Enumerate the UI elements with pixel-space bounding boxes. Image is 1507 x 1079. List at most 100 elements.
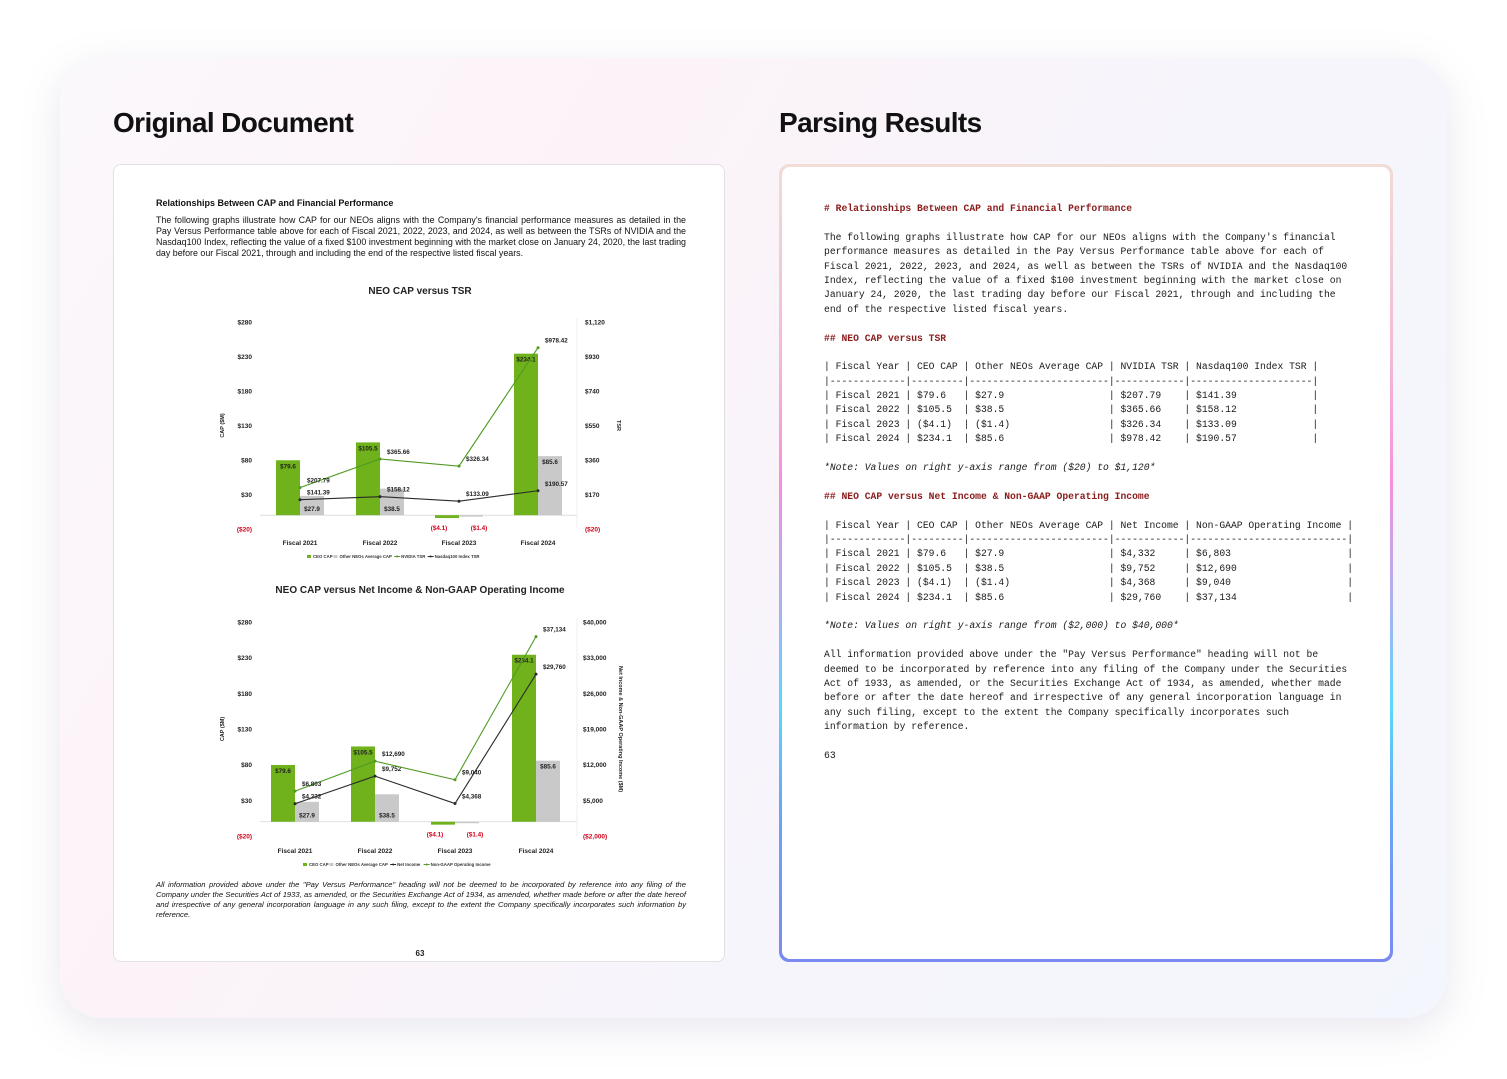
line-point (534, 672, 538, 676)
line-data-label: $12,690 (382, 751, 405, 758)
markdown-line (824, 447, 1353, 461)
line-data-label: $6,803 (302, 781, 322, 788)
bar-other-neos-average-cap (300, 495, 324, 516)
bar-data-label: $105.5 (358, 445, 378, 452)
right-axis-tick-label: $740 (585, 389, 600, 396)
right-axis-tick-label: $33,000 (583, 655, 607, 662)
markdown-heading: # Relationships Between CAP and Financia… (824, 203, 1133, 214)
line-data-label: $190.57 (545, 481, 568, 488)
chart-2-title: NEO CAP versus Net Income & Non-GAAP Ope… (275, 585, 565, 596)
bar-ceo-cap (431, 821, 455, 825)
left-axis-tick-label: $180 (238, 691, 253, 698)
legend-marker (396, 555, 399, 558)
chart-1-title: NEO CAP versus TSR (368, 286, 472, 297)
markdown-line: | Fiscal 2023 | ($4.1) | ($1.4) | $4,368… (824, 577, 1354, 589)
bar-ceo-cap (512, 654, 536, 822)
line-nasdaq100-index-tsr (299, 490, 539, 502)
markdown-line: end of the respective listed fiscal year… (824, 303, 1069, 315)
legend-item: Other NEOs Average CAP (339, 554, 392, 559)
bar-ceo-cap (435, 515, 459, 519)
bar-other-neos-average-cap (295, 801, 319, 822)
line-point (373, 759, 377, 763)
markdown-line: Index, reflecting the value of a fixed $… (824, 274, 1342, 286)
right-axis-tick-label: $40,000 (583, 620, 607, 627)
right-axis-tick-label: ($20) (585, 527, 600, 534)
bar-ceo-cap (514, 353, 538, 516)
markdown-line (824, 346, 1353, 360)
left-axis-label: CAP ($M) (220, 413, 226, 438)
bar-other-neos-average-cap (538, 456, 562, 516)
category-label: Fiscal 2024 (521, 540, 556, 547)
bar-data-label: ($1.4) (467, 832, 483, 839)
right-axis-tick-label: $170 (585, 492, 600, 499)
bar-ceo-cap (356, 442, 380, 516)
legend-marker (392, 863, 395, 866)
markdown-line: any such filing, except to the extent th… (824, 706, 1290, 718)
left-axis-label: CAP ($M) (220, 717, 226, 742)
bar-other-neos-average-cap (375, 794, 399, 822)
line-data-label: $158.12 (387, 487, 410, 494)
document-paragraph: The following graphs illustrate how CAP … (156, 215, 686, 259)
line-data-label: $141.39 (307, 490, 330, 497)
legend-item: Net Income (397, 862, 421, 867)
legend-swatch (307, 555, 311, 558)
line-point (293, 802, 297, 806)
document-heading: Relationships Between CAP and Financial … (156, 198, 394, 208)
right-axis-tick-label: $26,000 (583, 691, 607, 698)
line-nvidia-tsr (299, 347, 539, 489)
page-number: 63 (415, 949, 425, 958)
markdown-output: # Relationships Between CAP and Financia… (824, 202, 1353, 763)
line-data-label: $4,368 (462, 794, 482, 801)
bar-ceo-cap (351, 746, 375, 822)
right-axis-tick-label: $5,000 (583, 798, 603, 805)
markdown-note: *Note: Values on right y-axis range from… (824, 620, 1179, 632)
line-point (534, 635, 538, 639)
bar-data-label: $79.6 (280, 463, 296, 470)
legend-swatch (329, 863, 334, 866)
markdown-line (824, 504, 1353, 518)
markdown-line (824, 634, 1353, 648)
line-point (453, 802, 457, 806)
category-label: Fiscal 2021 (278, 848, 313, 855)
markdown-line: |-------------|---------|---------------… (824, 533, 1354, 545)
legend-item: Nasdaq100 Index TSR (435, 554, 481, 559)
bar-data-label: $85.6 (542, 459, 558, 466)
markdown-line: |-------------|---------|---------------… (824, 375, 1319, 387)
bar-other-neos-average-cap (380, 488, 404, 516)
category-label: Fiscal 2021 (283, 540, 318, 547)
markdown-heading: ## NEO CAP versus TSR (824, 332, 947, 344)
markdown-line: | Fiscal 2024 | $234.1 | $85.6 | $978.42… (824, 433, 1319, 445)
line-data-label: $4,332 (302, 794, 322, 801)
left-axis-tick-label: ($20) (237, 834, 252, 841)
chart-neo-cap-vs-tsr: $280 $230 $180 $130 $80 $30 ($20) $1,120 $930 $74… (220, 318, 621, 559)
legend-item: Non-GAAP Operating Income (431, 862, 491, 867)
legend-marker (429, 555, 432, 558)
left-axis-tick-label: $280 (238, 620, 253, 627)
markdown-line (824, 734, 1353, 748)
right-axis-label: Net Income & Non-GAAP Operating Income (… (617, 666, 623, 792)
markdown-line (824, 216, 1353, 230)
line-point (457, 499, 461, 503)
parsing-results-title: Parsing Results (779, 107, 982, 138)
markdown-line: deemed to be incorporated by reference i… (824, 663, 1348, 675)
legend-item: Other NEOs Average CAP (335, 862, 388, 867)
line-data-label: $326.34 (466, 456, 489, 463)
markdown-line: 63 (824, 749, 836, 761)
left-axis-tick-label: $230 (238, 354, 253, 361)
original-document-title: Original Document (113, 107, 354, 138)
markdown-line: January 24, 2020, the last trading day b… (824, 289, 1336, 301)
markdown-line: | Fiscal 2021 | $79.6 | $27.9 | $4,332 |… (824, 548, 1354, 560)
legend-item: CEO CAP (313, 554, 333, 559)
bar-other-neos-average-cap (459, 515, 483, 517)
bar-other-neos-average-cap (455, 821, 479, 824)
markdown-line: | Fiscal 2022 | $105.5 | $38.5 | $9,752 … (824, 562, 1354, 574)
line-data-label: $9,040 (462, 770, 482, 777)
legend-swatch (303, 863, 307, 866)
markdown-line: | Fiscal Year | CEO CAP | Other NEOs Ave… (824, 519, 1354, 531)
chart-neo-cap-vs-income: $280 $230 $180 $130 $80 $30 ($20) $40,000 $33,00… (220, 618, 623, 867)
bar-ceo-cap (271, 764, 295, 822)
line-data-label: $133.09 (466, 491, 489, 498)
bar-data-label: $234.1 (516, 357, 536, 364)
markdown-line: | Fiscal 2021 | $79.6 | $27.9 | $207.79 … (824, 390, 1319, 402)
line-point (293, 789, 297, 793)
